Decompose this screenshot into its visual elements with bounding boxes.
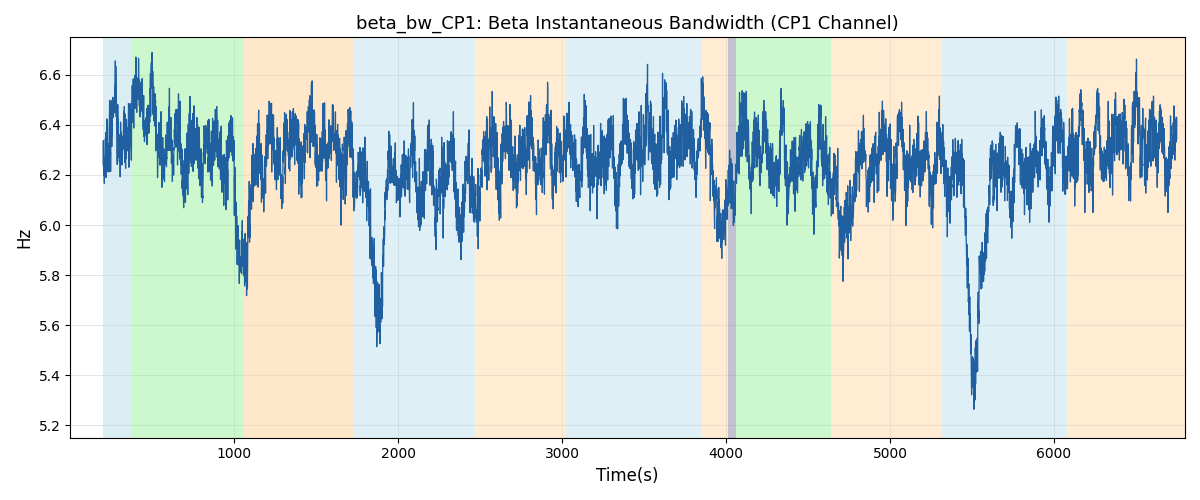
Bar (941, 38, 1067, 438)
Bar (727, 38, 736, 438)
Bar (1067, 38, 1187, 438)
Y-axis label: Hz: Hz (14, 227, 32, 248)
Bar (830, 38, 941, 438)
Title: beta_bw_CP1: Beta Instantaneous Bandwidth (CP1 Channel): beta_bw_CP1: Beta Instantaneous Bandwidt… (356, 15, 899, 34)
Bar (354, 38, 475, 438)
X-axis label: Time(s): Time(s) (596, 467, 659, 485)
Bar (131, 38, 244, 438)
Bar (736, 38, 830, 438)
Bar (702, 38, 727, 438)
Bar (103, 38, 131, 438)
Bar (475, 38, 565, 438)
Bar (244, 38, 354, 438)
Bar (565, 38, 702, 438)
